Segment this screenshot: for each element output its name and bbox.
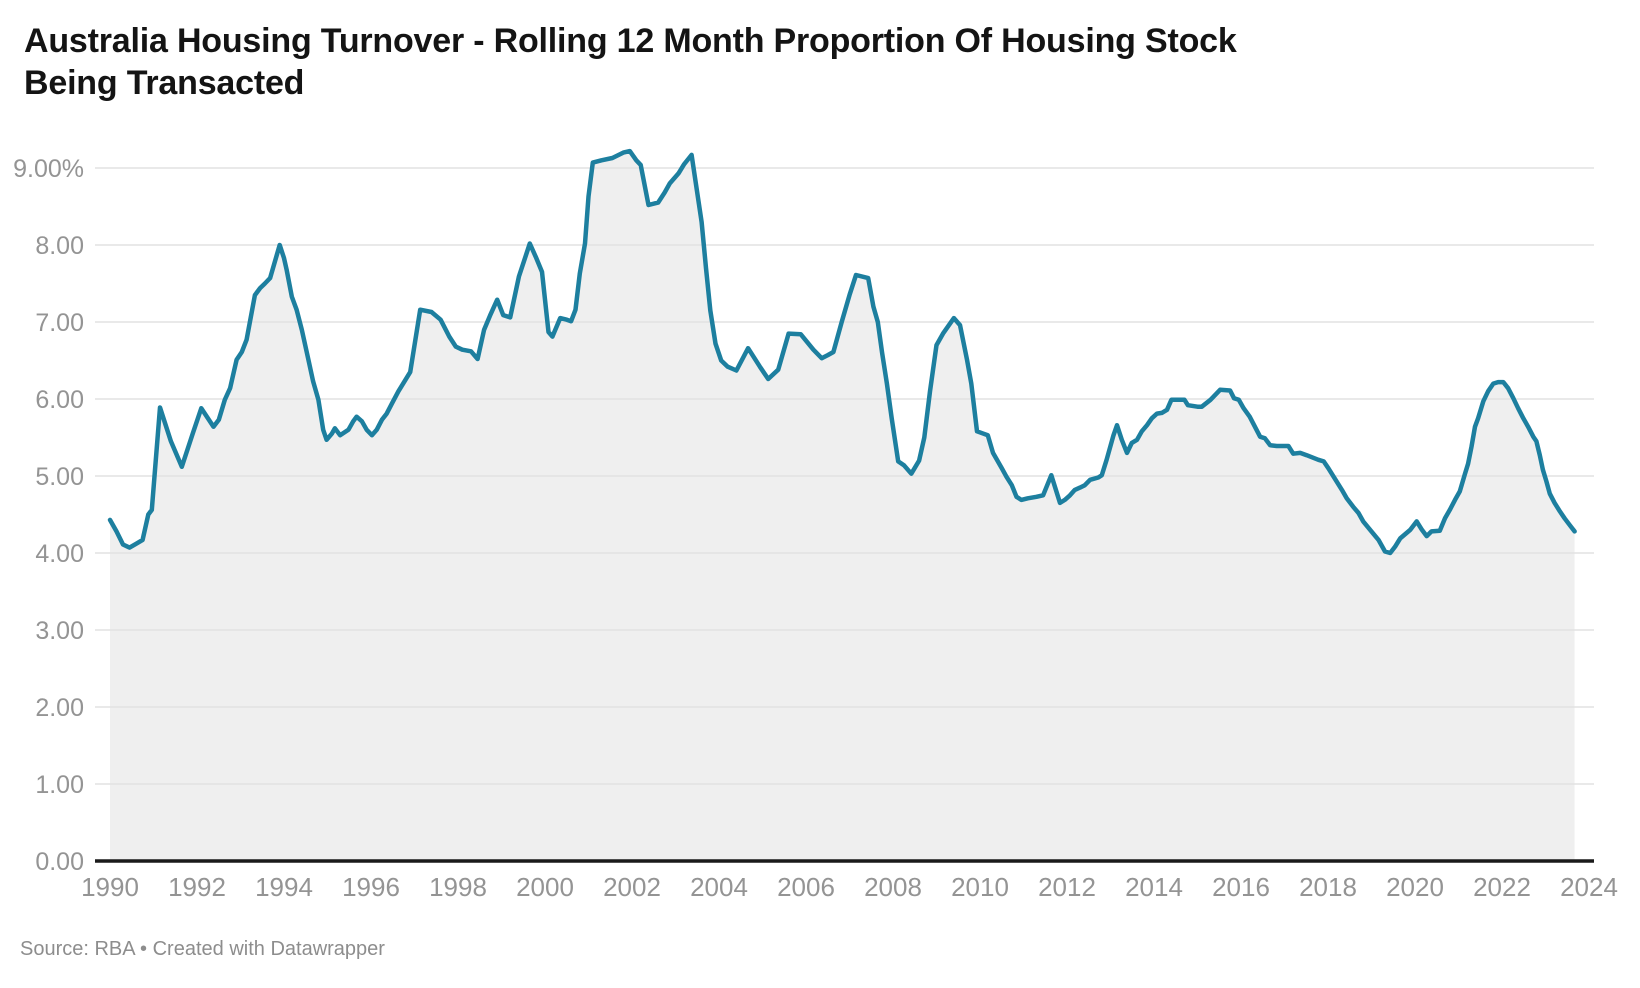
- x-tick-label: 1996: [342, 872, 400, 902]
- y-tick-label: 1.00: [35, 771, 84, 799]
- x-tick-label: 2024: [1560, 872, 1618, 902]
- x-tick-label: 2008: [864, 872, 922, 902]
- turnover-area: [110, 151, 1575, 862]
- y-tick-label: 6.00: [35, 386, 84, 414]
- chart-title-line1: Australia Housing Turnover - Rolling 12 …: [24, 22, 1237, 60]
- x-tick-label: 2002: [603, 872, 661, 902]
- y-tick-label: 9.00%: [13, 155, 84, 183]
- x-tick-label: 1994: [255, 872, 313, 902]
- y-tick-label: 5.00: [35, 463, 84, 491]
- x-tick-label: 2000: [516, 872, 574, 902]
- chart-title: Australia Housing Turnover - Rolling 12 …: [24, 20, 1504, 104]
- x-tick-label: 2012: [1038, 872, 1096, 902]
- x-tick-label: 2004: [690, 872, 748, 902]
- x-tick-label: 2022: [1473, 872, 1531, 902]
- x-tick-label: 1992: [168, 872, 226, 902]
- y-tick-label: 8.00: [35, 232, 84, 260]
- x-tick-label: 2010: [951, 872, 1009, 902]
- source-note: Source: RBA • Created with Datawrapper: [20, 938, 385, 960]
- y-tick-label: 4.00: [35, 540, 84, 568]
- turnover-line: [107, 148, 1577, 556]
- x-tick-label: 2014: [1125, 872, 1183, 902]
- y-tick-label: 0.00: [35, 848, 84, 876]
- x-tick-label: 2020: [1386, 872, 1444, 902]
- x-tick-label: 2016: [1212, 872, 1270, 902]
- y-tick-label: 3.00: [35, 617, 84, 645]
- y-tick-label: 2.00: [35, 694, 84, 722]
- x-tick-label: 2018: [1299, 872, 1357, 902]
- x-tick-label: 1990: [81, 872, 139, 902]
- x-tick-label: 2006: [777, 872, 835, 902]
- y-tick-label: 7.00: [35, 309, 84, 337]
- x-tick-label: 1998: [429, 872, 487, 902]
- chart-title-line2: Being Transacted: [24, 64, 305, 102]
